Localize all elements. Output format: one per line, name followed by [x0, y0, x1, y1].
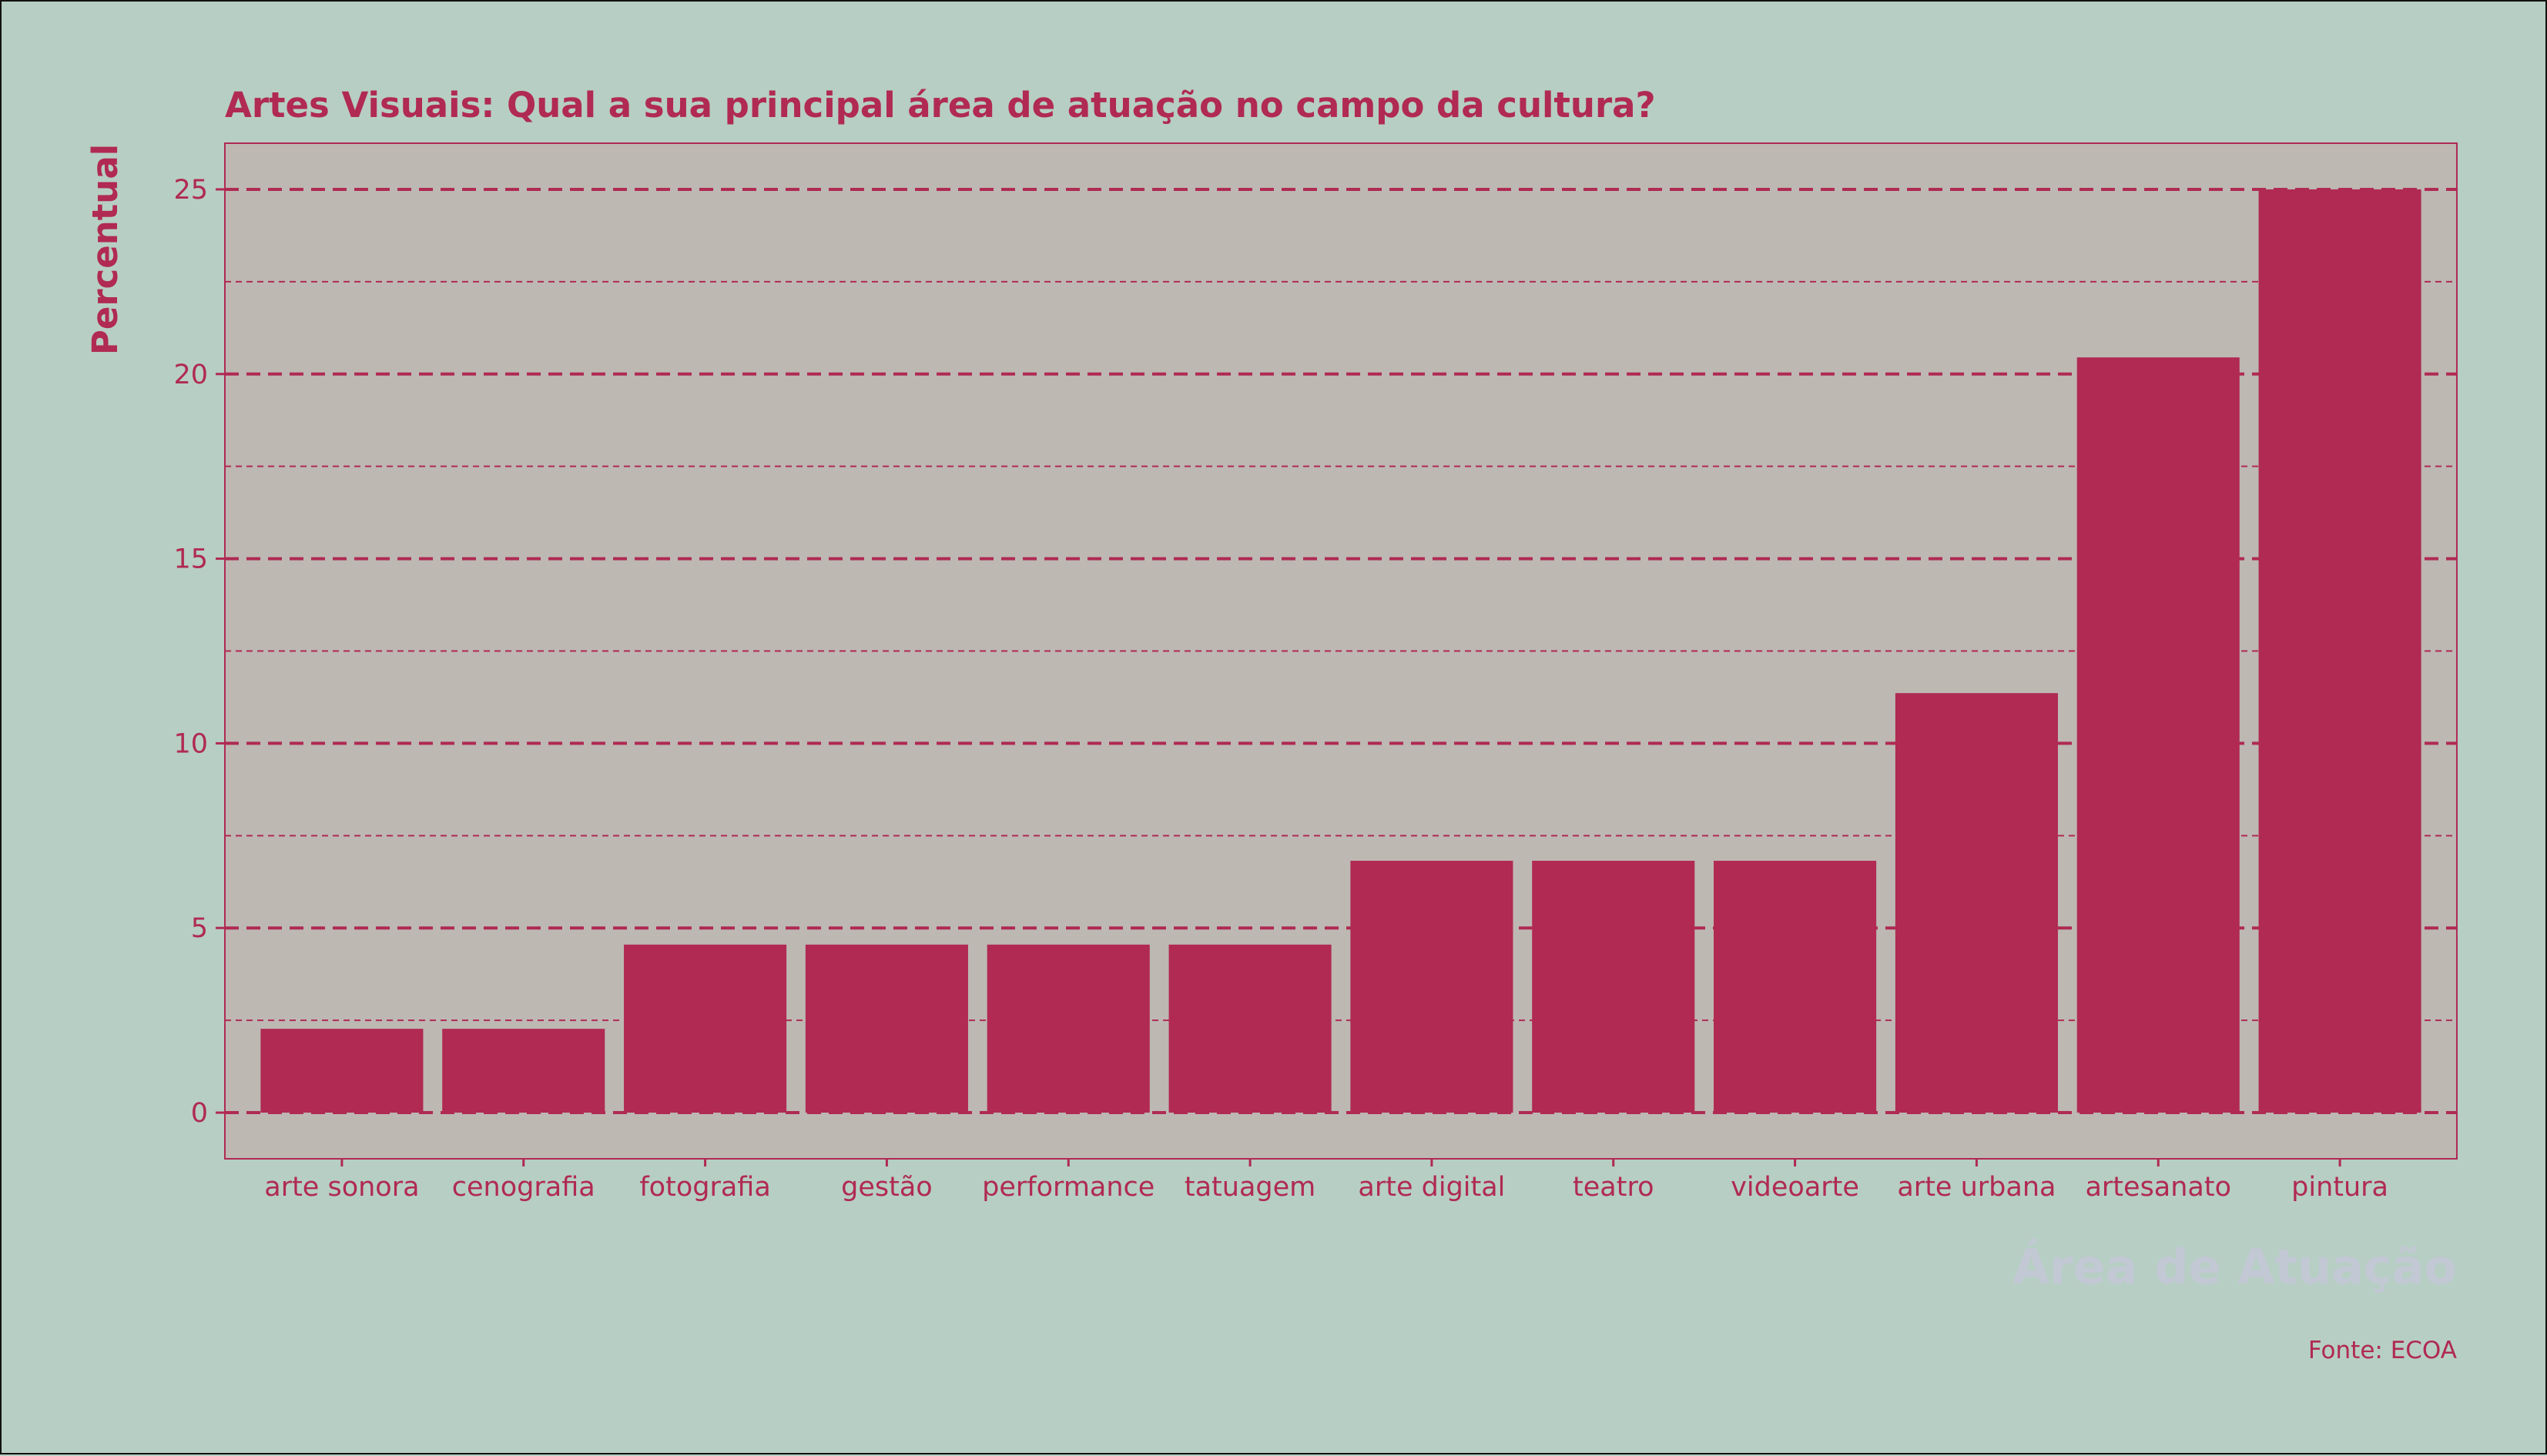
y-tick-label: 20: [173, 360, 208, 390]
x-tick-label: fotografia: [639, 1172, 770, 1203]
chart-title: Artes Visuais: Qual a sua principal área…: [225, 85, 1656, 126]
x-tick-label: tatuagem: [1185, 1172, 1315, 1203]
bar-pintura: [2258, 189, 2421, 1113]
bar-artesanato: [2076, 357, 2240, 1113]
bar-tatuagem: [1168, 944, 1332, 1113]
bar-performance: [987, 944, 1150, 1113]
x-tick-label: cenografia: [452, 1172, 595, 1203]
x-axis-ticks: arte sonora cenografia fotografia gestão per…: [264, 1159, 2388, 1203]
y-tick-label: 10: [173, 728, 208, 759]
bar-arte-urbana: [1895, 693, 2058, 1113]
y-tick-label: 15: [173, 544, 208, 575]
y-tick-label: 25: [173, 175, 208, 206]
bar-gestão: [805, 944, 968, 1113]
y-axis-label: Percentual: [85, 144, 126, 355]
bar-videoarte: [1714, 860, 1877, 1113]
bars: [260, 189, 2421, 1113]
bar-teatro: [1532, 860, 1695, 1113]
x-tick-label: videoarte: [1731, 1172, 1859, 1203]
x-tick-label: arte urbana: [1897, 1172, 2056, 1203]
source-note: Fonte: ECOA: [2308, 1337, 2457, 1364]
x-axis-label: Área de Atuação: [2012, 1239, 2457, 1295]
bar-fotografia: [624, 944, 787, 1113]
x-tick-label: gestão: [841, 1172, 933, 1203]
y-axis-ticks: 0 5 10 15 20 25: [173, 175, 225, 1129]
x-tick-label: arte sonora: [264, 1172, 419, 1203]
x-tick-label: performance: [982, 1172, 1155, 1203]
y-tick-label: 5: [191, 913, 208, 944]
x-tick-label: arte digital: [1358, 1172, 1505, 1203]
bar-arte-sonora: [260, 1029, 424, 1113]
x-tick-label: teatro: [1573, 1172, 1654, 1203]
x-tick-label: artesanato: [2085, 1172, 2231, 1203]
x-tick-label: pintura: [2291, 1172, 2388, 1203]
bar-cenografia: [442, 1029, 605, 1113]
y-tick-label: 0: [191, 1098, 208, 1129]
bar-arte-digital: [1350, 860, 1513, 1113]
